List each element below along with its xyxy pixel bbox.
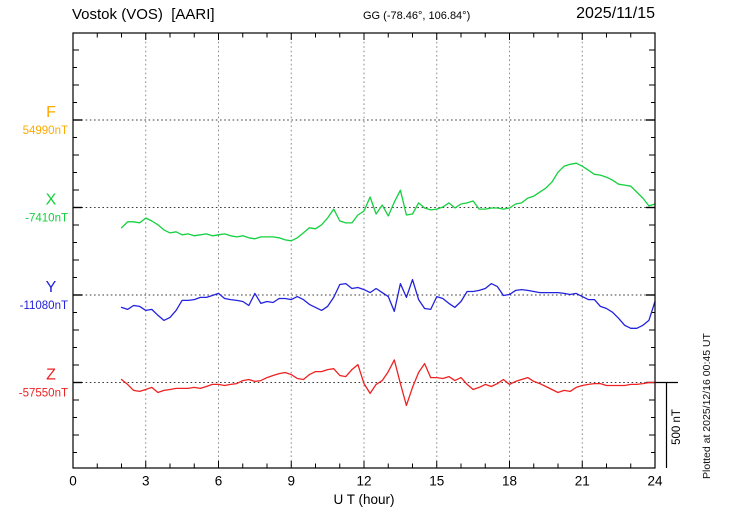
- x-tick-label-6: 6: [215, 474, 223, 489]
- x-axis-title: U T (hour): [333, 492, 394, 507]
- geographic-coords: GG (-78.46°, 106.84°): [363, 10, 471, 22]
- x-tick-label-3: 3: [142, 474, 150, 489]
- trace-Y: [120, 278, 656, 329]
- x-tick-label-21: 21: [575, 474, 590, 489]
- channel-letter-Y: Y: [46, 279, 57, 296]
- channel-baselines: [73, 119, 655, 383]
- channel-value-Y: -11080nT: [20, 300, 68, 312]
- channel-value-F: 54990nT: [23, 125, 68, 137]
- x-tick-label-15: 15: [429, 474, 444, 489]
- axis-ticks: [73, 33, 655, 468]
- x-tick-label-12: 12: [356, 474, 371, 489]
- gridlines: [145, 33, 583, 468]
- x-tick-label-24: 24: [647, 474, 663, 489]
- channel-value-X: -7410nT: [25, 213, 68, 225]
- channel-letter-F: F: [46, 104, 56, 121]
- channel-labels: F 54990nT X -7410nT Y -11080nT Z -57550nT: [19, 104, 68, 400]
- x-tick-label-0: 0: [69, 474, 77, 489]
- x-tick-label-18: 18: [502, 474, 517, 489]
- channel-letter-Z: Z: [46, 367, 56, 384]
- traces: [120, 162, 656, 407]
- x-tick-label-9: 9: [287, 474, 295, 489]
- plot-frame: [72, 32, 656, 469]
- channel-letter-X: X: [46, 192, 57, 209]
- plot-date: 2025/11/15: [576, 5, 655, 22]
- plotted-at-note: Plotted at 2025/12/16 00:45 UT: [701, 332, 713, 479]
- scale-bar: 500 nT: [655, 381, 683, 468]
- channel-value-Z: -57550nT: [19, 388, 68, 400]
- scale-bar-label: 500 nT: [671, 409, 683, 445]
- station-title: Vostok (VOS) [AARI]: [72, 6, 215, 23]
- x-tick-labels: 0 3 6 9 12 15 18 21 24: [69, 474, 663, 489]
- trace-Z: [120, 359, 656, 407]
- trace-X: [120, 162, 656, 242]
